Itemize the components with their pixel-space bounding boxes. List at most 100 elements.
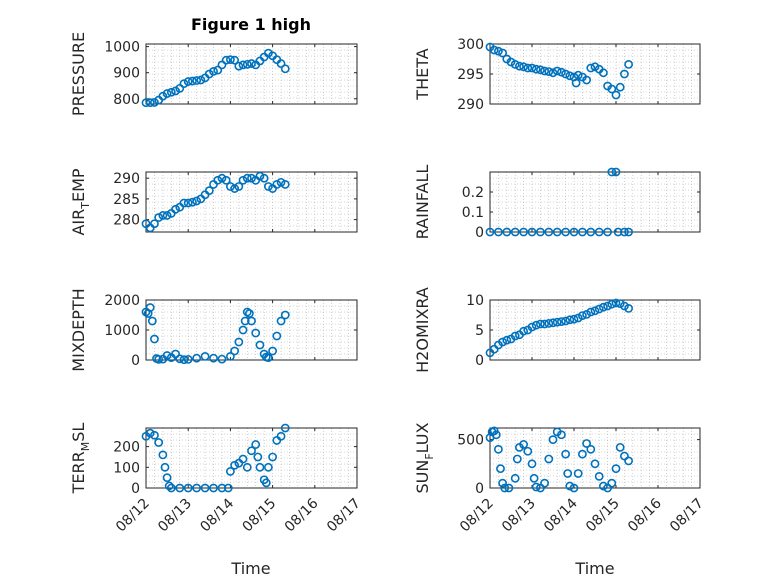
data-point — [244, 309, 254, 318]
data-point — [272, 331, 282, 341]
series-markers — [485, 42, 633, 100]
subplot-5: 0 1000 2000 MIXDEPTH — [69, 288, 358, 372]
data-point — [154, 213, 164, 222]
x-axis-label-left: Time — [230, 559, 270, 578]
data-point — [519, 326, 528, 336]
data-point — [557, 430, 566, 440]
data-point — [263, 353, 273, 362]
data-point — [548, 435, 558, 445]
data-point — [557, 317, 566, 326]
y-axis-label-subscript: M — [79, 442, 92, 452]
y-tick-label: 1000 — [104, 323, 140, 339]
data-point — [179, 355, 189, 365]
y-tick-label: 800 — [113, 92, 140, 108]
data-point — [561, 69, 570, 79]
data-point — [552, 66, 562, 76]
data-point — [540, 66, 549, 76]
series-markers — [141, 303, 290, 365]
subplot-8: 0 500 08/12 08/13 08/14 08/15 08/16 08/17 SUNFLU… — [413, 422, 707, 535]
y-tick-label: 300 — [457, 37, 484, 53]
data-point — [510, 60, 520, 69]
data-point — [594, 227, 604, 237]
data-point — [162, 351, 172, 360]
data-point — [154, 354, 164, 364]
data-point — [209, 66, 218, 76]
data-point — [160, 462, 170, 472]
data-point — [540, 478, 549, 488]
data-point — [491, 430, 501, 440]
data-point — [611, 298, 621, 308]
data-point — [552, 227, 562, 237]
series-markers — [485, 426, 633, 493]
data-point — [171, 204, 180, 214]
data-point — [502, 227, 512, 237]
y-axis-label: MIXDEPTH — [69, 288, 88, 371]
data-point — [510, 227, 520, 237]
data-point — [150, 98, 159, 107]
data-point — [209, 353, 218, 363]
data-point — [523, 63, 533, 73]
y-axis-label-tail: EMP — [69, 168, 88, 202]
data-point — [599, 302, 608, 312]
data-point — [238, 60, 248, 70]
data-point — [510, 473, 520, 483]
data-point — [145, 223, 155, 233]
data-point — [217, 483, 227, 493]
data-point — [162, 473, 172, 483]
y-tick-label: 1000 — [104, 40, 140, 56]
data-point — [145, 303, 155, 312]
axes-box — [145, 43, 358, 105]
axes-box — [145, 171, 358, 233]
y-tick-label: 500 — [457, 433, 484, 449]
data-point — [527, 322, 537, 332]
data-point — [162, 89, 172, 98]
data-point — [263, 182, 273, 191]
y-tick-label: 10 — [466, 293, 484, 309]
data-point — [204, 186, 214, 196]
data-point — [280, 423, 290, 433]
data-point — [255, 171, 265, 181]
data-point — [565, 315, 575, 325]
data-point — [571, 78, 581, 88]
data-point — [259, 173, 269, 183]
data-point — [527, 63, 537, 73]
data-point — [150, 430, 159, 440]
data-point — [624, 227, 633, 237]
data-point — [150, 219, 159, 229]
data-point — [498, 48, 507, 58]
data-point — [565, 481, 575, 491]
figure-title: Figure 1 high — [191, 15, 311, 34]
subplot-6: 0 5 10 H2OMIXRA — [413, 287, 701, 373]
data-point — [561, 449, 570, 459]
data-point — [615, 442, 625, 452]
y-tick-label: 290 — [457, 97, 484, 113]
y-axis-label-main: THETA — [413, 48, 432, 100]
data-point — [162, 211, 172, 220]
data-point — [523, 446, 533, 456]
data-point — [489, 45, 499, 55]
data-point — [247, 316, 256, 326]
y-axis-label-tail: LUX — [413, 422, 432, 453]
data-point — [242, 59, 252, 69]
data-point — [238, 175, 248, 185]
data-point — [607, 167, 617, 177]
data-point — [242, 173, 252, 183]
y-tick-label: 0 — [475, 225, 484, 241]
data-point — [255, 462, 265, 472]
data-point — [145, 98, 155, 108]
data-point — [225, 351, 235, 361]
y-tick-label: 100 — [113, 460, 140, 476]
data-point — [512, 454, 522, 464]
data-point — [531, 64, 541, 74]
data-point — [247, 446, 256, 456]
y-tick-label: 285 — [113, 192, 140, 208]
data-point — [519, 62, 528, 72]
y-axis-label-subscript: T — [79, 202, 92, 210]
data-point — [175, 483, 185, 493]
data-point — [200, 190, 210, 200]
data-point — [603, 227, 612, 237]
y-axis-label-subscript: F — [423, 453, 436, 459]
subplot-1: 800 900 1000 PRESSURE — [69, 32, 358, 116]
data-point — [578, 227, 587, 237]
